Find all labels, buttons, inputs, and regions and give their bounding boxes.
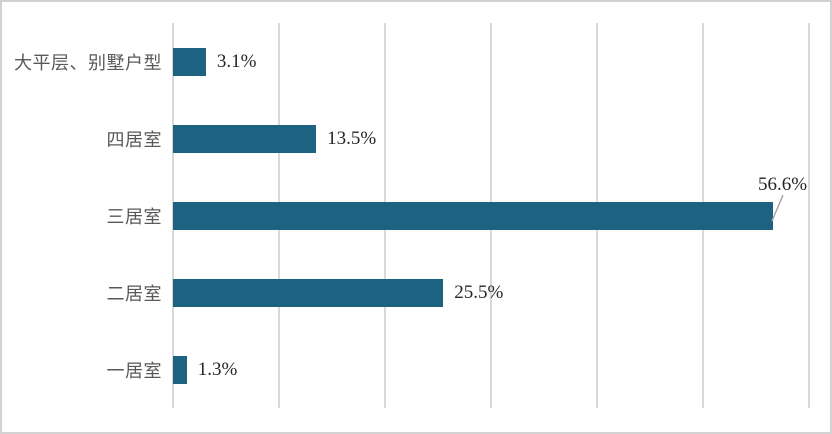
value-label: 56.6%	[757, 174, 808, 195]
value-label: 25.5%	[454, 281, 504, 303]
bar	[173, 278, 444, 307]
category-label: 四居室	[106, 129, 162, 150]
value-label: 3.1%	[216, 50, 257, 72]
leader-line	[771, 194, 784, 222]
value-label: 13.5%	[327, 127, 377, 149]
plot-area: 3.1% 13.5% 56.6% 25.5% 1.3%	[172, 23, 810, 408]
bar	[173, 201, 773, 230]
category-label: 三居室	[106, 206, 162, 227]
category-label: 一居室	[106, 360, 162, 381]
category-label: 大平层、别墅户型	[14, 52, 162, 73]
value-label: 1.3%	[197, 358, 238, 380]
category-label: 二居室	[106, 283, 162, 304]
bar	[173, 124, 317, 153]
bar	[173, 47, 206, 76]
bar	[173, 355, 187, 384]
gridline	[808, 23, 810, 408]
